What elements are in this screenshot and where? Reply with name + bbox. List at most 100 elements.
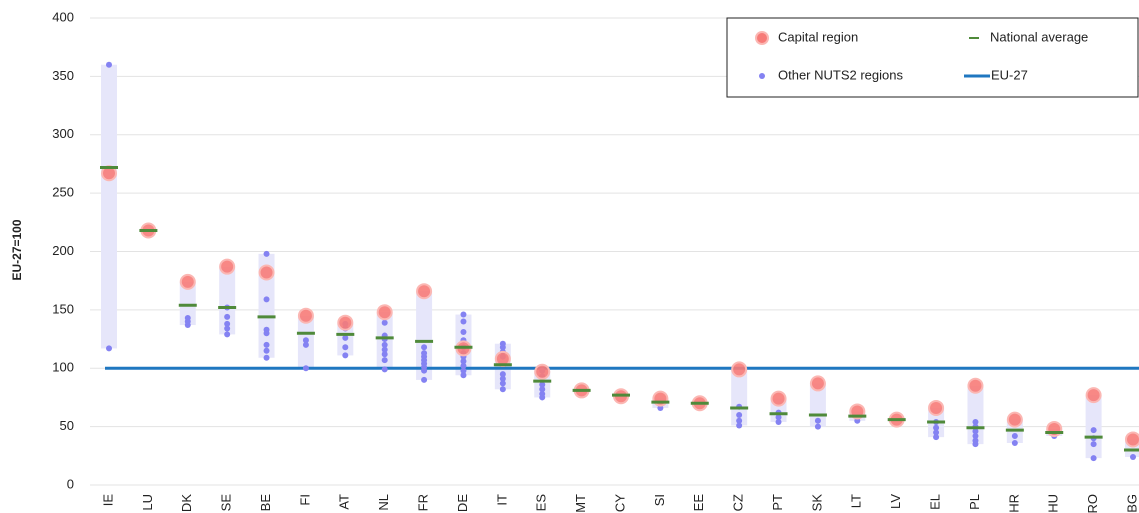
x-tick-label: FR — [416, 494, 431, 511]
other-region-dot — [933, 424, 940, 431]
other-region-dot — [1090, 455, 1097, 462]
other-region-dot — [933, 434, 940, 441]
other-region-dot — [224, 325, 231, 332]
other-region-dot — [263, 296, 270, 303]
other-region-dot — [106, 61, 112, 68]
range-band — [179, 281, 196, 326]
range-band — [101, 64, 117, 349]
other-region-dot — [814, 423, 821, 430]
other-region-dot — [460, 329, 467, 336]
other-region-dot — [381, 351, 388, 358]
other-region-dot — [421, 367, 428, 374]
range-band — [258, 253, 275, 358]
other-region-dot — [224, 331, 231, 338]
range-band — [731, 369, 748, 426]
x-tick-label: PL — [967, 494, 982, 510]
x-tick-label: IE — [100, 494, 115, 507]
other-region-dot — [736, 417, 743, 424]
capital-dot — [416, 283, 433, 300]
other-region-dot — [1011, 439, 1018, 446]
x-tick-label: EL — [928, 494, 943, 510]
other-region-dot — [775, 414, 782, 421]
other-region-dot — [1130, 453, 1136, 460]
y-tick-label: 150 — [52, 301, 74, 316]
other-region-dot — [263, 330, 270, 337]
capital-dot — [534, 363, 551, 380]
other-region-dot — [263, 250, 270, 257]
x-tick-label: NL — [376, 494, 391, 511]
other-region-dot — [499, 371, 506, 378]
other-region-dot — [381, 319, 388, 326]
other-region-dot — [460, 362, 467, 369]
legend-label: Other NUTS2 regions — [778, 67, 903, 82]
other-region-dot — [736, 411, 743, 418]
x-tick-label: RO — [1085, 494, 1100, 513]
x-tick-label: BG — [1124, 494, 1139, 513]
other-region-dot — [460, 367, 467, 374]
capital-dot — [337, 314, 354, 331]
y-tick-label: 250 — [52, 185, 74, 200]
other-region-dot — [460, 372, 467, 379]
x-tick-label: MT — [573, 494, 588, 513]
x-tick-label: SK — [809, 494, 824, 512]
x-tick-label: BE — [258, 494, 273, 512]
other-region-dot — [184, 322, 191, 329]
capital-dot — [770, 390, 787, 407]
other-region-dot — [736, 422, 743, 429]
x-tick-label: DK — [179, 494, 194, 512]
range-band — [416, 291, 433, 380]
range-band — [1085, 395, 1102, 459]
other-region-dot — [302, 365, 309, 372]
legend-other — [759, 73, 765, 79]
other-region-dot — [499, 375, 506, 382]
y-tick-label: 400 — [52, 9, 74, 24]
x-tick-label: DE — [455, 494, 470, 512]
other-region-dot — [263, 341, 270, 348]
other-region-dot — [460, 358, 467, 365]
x-tick-label: EE — [691, 494, 706, 512]
other-region-dot — [775, 418, 782, 425]
x-tick-label: CY — [612, 494, 627, 512]
legend-capital — [755, 31, 769, 45]
other-region-dot — [263, 347, 270, 354]
legend-label: National average — [990, 29, 1088, 44]
other-region-dot — [499, 380, 506, 387]
legend-label: Capital region — [778, 29, 858, 44]
other-region-dot — [302, 337, 309, 344]
other-region-dot — [1090, 427, 1097, 434]
other-region-dot — [933, 429, 940, 436]
x-tick-label: CZ — [731, 494, 746, 511]
other-region-dot — [499, 386, 506, 393]
capital-dot — [731, 361, 748, 378]
other-region-dot — [972, 418, 979, 425]
capital-dot — [967, 377, 984, 394]
x-tick-label: HR — [1006, 494, 1021, 513]
x-tick-label: SE — [219, 494, 234, 512]
other-region-dot — [1090, 441, 1097, 448]
other-region-dot — [460, 318, 467, 325]
other-region-dot — [460, 311, 467, 318]
capital-dot — [1125, 431, 1139, 448]
other-region-dot — [381, 346, 388, 353]
capital-dot — [1085, 387, 1102, 404]
other-region-dot — [972, 441, 979, 448]
x-tick-label: LU — [140, 494, 155, 511]
y-tick-label: 50 — [60, 418, 74, 433]
capital-dot — [258, 264, 275, 281]
other-region-dot — [539, 394, 546, 401]
x-tick-label: LV — [888, 494, 903, 509]
other-region-dot — [539, 386, 546, 393]
x-tick-label: LT — [849, 494, 864, 508]
y-tick-label: 100 — [52, 360, 74, 375]
other-region-dot — [381, 357, 388, 364]
other-region-dot — [499, 344, 506, 351]
other-region-dot — [302, 341, 309, 348]
other-region-dot — [381, 341, 388, 348]
range-band — [967, 385, 984, 445]
x-tick-label: PT — [770, 494, 785, 511]
capital-dot — [179, 273, 196, 290]
other-region-dot — [342, 334, 349, 341]
y-tick-label: 300 — [52, 126, 74, 141]
capital-dot — [1006, 411, 1023, 428]
